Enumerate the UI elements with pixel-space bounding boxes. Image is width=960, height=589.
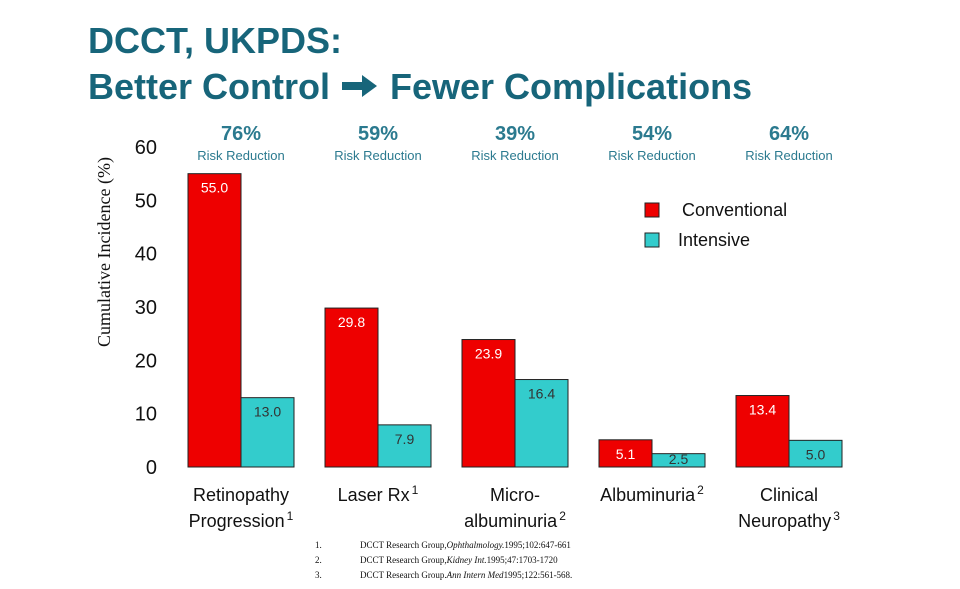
risk-reduction-label: Risk Reduction xyxy=(471,148,558,163)
reference-number: 2. xyxy=(315,555,322,565)
reference-number: 1. xyxy=(315,540,322,550)
risk-reduction-percent: 54% xyxy=(632,123,672,145)
bar-conventional xyxy=(187,173,242,468)
bar-value-label: 13.0 xyxy=(254,404,281,420)
category-label: Clinical xyxy=(760,485,818,505)
title-line-2-right: Fewer Complications xyxy=(390,66,753,107)
category-label-line2: albuminuria 2 xyxy=(464,509,566,531)
bar-value-label: 23.9 xyxy=(475,346,502,362)
risk-reduction-label: Risk Reduction xyxy=(197,148,284,163)
category-label: Micro- xyxy=(490,485,540,505)
y-tick-label: 0 xyxy=(146,457,157,479)
bar-value-label: 5.1 xyxy=(616,446,636,462)
legend-label-conventional: Conventional xyxy=(682,200,787,220)
bar-value-label: 5.0 xyxy=(806,446,826,462)
reference-journal: Kidney Int. xyxy=(446,555,487,565)
bar-intensive xyxy=(240,397,295,468)
reference-number: 3. xyxy=(315,570,322,580)
bar-value-label: 7.9 xyxy=(395,431,415,447)
reference-1: 1. DCCT Research Group, Ophthalmology. 1… xyxy=(315,538,572,553)
category-label: Albuminuria 2 xyxy=(600,483,704,505)
risk-reduction-label: Risk Reduction xyxy=(745,148,832,163)
y-tick-label: 10 xyxy=(135,404,157,426)
bar-intensive xyxy=(377,424,432,468)
reference-author: DCCT Research Group, xyxy=(360,540,447,550)
category-label-line2: Progression 1 xyxy=(189,509,294,531)
bar-conventional xyxy=(324,307,379,468)
bar-conventional xyxy=(461,339,516,468)
title-line-2: Better Control Fewer Complications xyxy=(88,64,752,110)
bar-value-label: 13.4 xyxy=(749,402,776,418)
bar-conventional xyxy=(598,439,653,468)
y-tick-label: 30 xyxy=(135,297,157,319)
risk-reduction-percent: 64% xyxy=(769,123,809,145)
reference-journal: Ann Intern Med xyxy=(446,570,504,580)
bar-conventional xyxy=(735,395,790,468)
bar-intensive xyxy=(651,453,706,468)
reference-citation: 1995;47:1703-1720 xyxy=(486,555,558,565)
reference-author: DCCT Research Group, xyxy=(360,555,447,565)
bar-value-label: 16.4 xyxy=(528,386,555,402)
risk-reduction-label: Risk Reduction xyxy=(334,148,421,163)
risk-reduction-percent: 39% xyxy=(495,123,535,145)
bar-intensive xyxy=(514,379,569,468)
reference-3: 3. DCCT Research Group. Ann Intern Med 1… xyxy=(315,568,572,583)
right-arrow-icon xyxy=(342,75,377,98)
legend-swatch-intensive xyxy=(644,232,660,248)
legend-swatch-conventional xyxy=(644,202,660,218)
risk-reduction-percent: 76% xyxy=(221,123,261,145)
bar-value-label: 2.5 xyxy=(669,451,689,467)
reference-citation: 1995;122:561-568. xyxy=(503,570,573,580)
reference-journal: Ophthalmology. xyxy=(446,540,505,550)
slide-title: DCCT, UKPDS: Better Control Fewer Complic… xyxy=(88,18,752,110)
references: 1. DCCT Research Group, Ophthalmology. 1… xyxy=(315,538,572,583)
category-label: Laser Rx 1 xyxy=(338,483,419,505)
reference-2: 2. DCCT Research Group, Kidney Int. 1995… xyxy=(315,553,572,568)
y-axis-title: Cumulative Incidence (%) xyxy=(94,157,115,347)
legend-label-intensive: Intensive xyxy=(678,230,750,250)
risk-reduction-label: Risk Reduction xyxy=(608,148,695,163)
y-tick-label: 20 xyxy=(135,350,157,372)
risk-reduction-percent: 59% xyxy=(358,123,398,145)
y-tick-label: 50 xyxy=(135,190,157,212)
y-tick-label: 40 xyxy=(135,244,157,266)
bar-value-label: 55.0 xyxy=(201,180,228,196)
reference-author: DCCT Research Group. xyxy=(360,570,447,580)
title-line-1: DCCT, UKPDS: xyxy=(88,20,343,61)
bar-value-label: 29.8 xyxy=(338,314,365,330)
category-label: Retinopathy xyxy=(193,485,289,505)
y-tick-label: 60 xyxy=(135,137,157,159)
bar-intensive xyxy=(788,439,843,468)
reference-citation: 1995;102:647-661 xyxy=(504,540,571,550)
title-line-2-left: Better Control xyxy=(88,66,330,107)
category-label-line2: Neuropathy 3 xyxy=(738,509,840,531)
